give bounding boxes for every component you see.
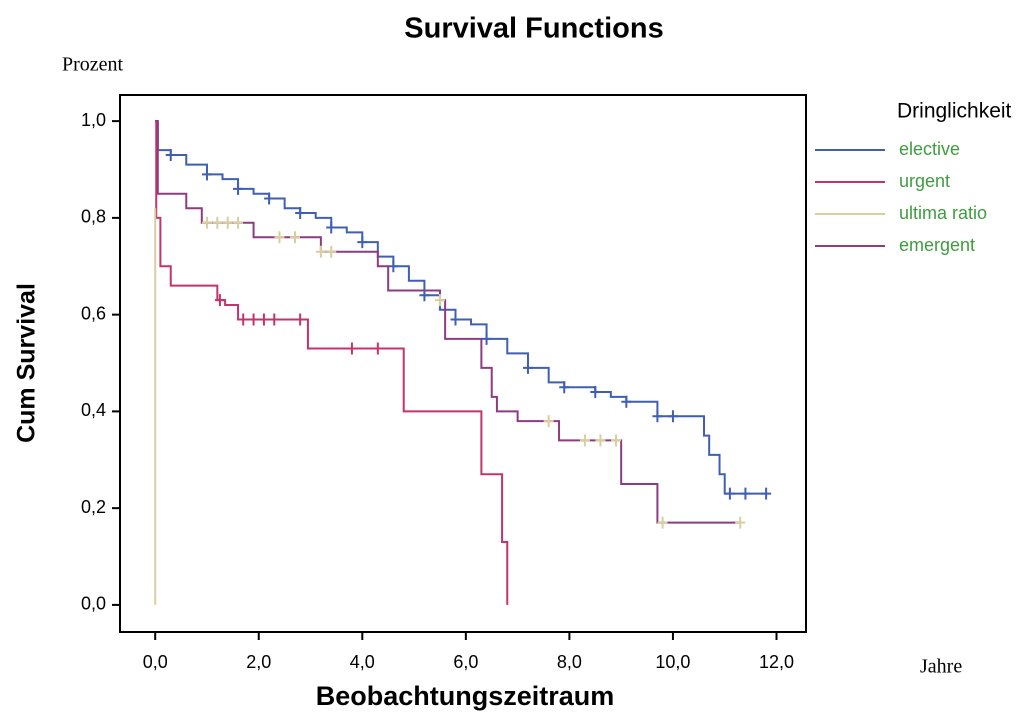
censor-mark — [326, 245, 337, 258]
x-tick-label: 2,0 — [246, 652, 271, 672]
censor-mark — [165, 148, 176, 161]
censor-mark — [481, 332, 492, 345]
censor-mark — [724, 487, 735, 500]
y-tick-label: 1,0 — [81, 110, 106, 130]
y-tick-label: 0,2 — [81, 497, 106, 517]
censor-mark — [735, 516, 746, 529]
censor-mark — [289, 231, 300, 244]
censor-mark — [657, 516, 668, 529]
legend-label: ultima ratio — [899, 203, 987, 223]
censor-mark — [388, 260, 399, 273]
censor-mark — [295, 313, 306, 326]
censor-mark — [346, 342, 357, 355]
censor-mark — [212, 216, 223, 229]
censor-mark — [419, 289, 430, 302]
legend-title: Dringlichkeit — [897, 100, 1012, 123]
y-unit-label: Prozent — [62, 54, 124, 76]
censor-mark — [222, 216, 233, 229]
censor-mark — [595, 434, 606, 447]
censor-mark — [264, 192, 275, 205]
x-tick-label: 0,0 — [143, 652, 168, 672]
censor-mark — [652, 410, 663, 423]
x-axis-title: Beobachtungszeitraum — [316, 681, 615, 711]
censor-mark — [667, 410, 678, 423]
x-tick-label: 10,0 — [655, 652, 690, 672]
censor-mark — [326, 221, 337, 234]
censor-mark — [450, 313, 461, 326]
censor-mark — [214, 294, 225, 307]
x-tick-label: 8,0 — [557, 652, 582, 672]
censor-mark — [559, 381, 570, 394]
censor-mark — [579, 434, 590, 447]
censor-mark — [269, 313, 280, 326]
censor-mark — [258, 313, 269, 326]
censor-mark — [740, 487, 751, 500]
censor-mark — [248, 313, 259, 326]
legend-label: elective — [899, 139, 960, 159]
censor-mark — [761, 487, 772, 500]
censor-mark — [274, 231, 285, 244]
x-unit-label: Jahre — [920, 656, 962, 678]
plot-frame — [119, 94, 807, 633]
x-tick-label: 12,0 — [759, 652, 794, 672]
x-tick-label: 4,0 — [350, 652, 375, 672]
censor-mark — [543, 415, 554, 428]
survival-curve — [155, 120, 509, 605]
y-tick-label: 0,4 — [81, 400, 106, 420]
censor-mark — [434, 294, 445, 307]
censor-mark — [522, 361, 533, 374]
legend-label: emergent — [899, 235, 975, 255]
y-tick-label: 0,6 — [81, 303, 106, 323]
censor-mark — [590, 386, 601, 399]
y-tick-label: 0,8 — [81, 207, 106, 227]
censor-mark — [357, 236, 368, 249]
censor-mark — [372, 342, 383, 355]
censor-mark — [295, 207, 306, 220]
survival-curve — [155, 120, 767, 495]
x-tick-label: 6,0 — [453, 652, 478, 672]
censor-mark — [233, 182, 244, 195]
y-tick-label: 0,0 — [81, 594, 106, 614]
censor-mark — [201, 216, 212, 229]
y-axis-title: Cum Survival — [13, 283, 41, 443]
censor-mark — [621, 395, 632, 408]
censor-mark — [610, 434, 621, 447]
legend-label: urgent — [899, 171, 950, 191]
censor-mark — [233, 216, 244, 229]
censor-mark — [238, 313, 249, 326]
censor-mark — [201, 168, 212, 181]
censor-mark — [315, 245, 326, 258]
chart-title: Survival Functions — [404, 13, 663, 45]
